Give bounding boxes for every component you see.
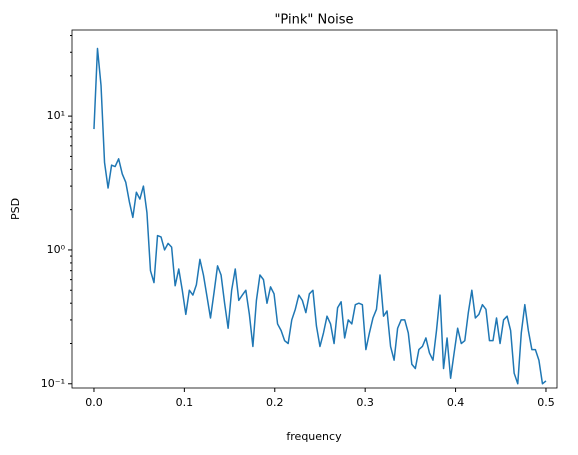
x-tick-label: 0.4: [447, 396, 465, 409]
chart-title: "Pink" Noise: [274, 13, 353, 28]
x-tick-label: 0.3: [356, 396, 374, 409]
x-tick-label: 0.5: [537, 396, 555, 409]
data-line: [93, 47, 547, 385]
axes-frame: [71, 29, 558, 389]
x-tick-label: 0.0: [85, 396, 103, 409]
y-tick-label: 10⁻¹: [41, 377, 65, 390]
x-tick-label: 0.2: [266, 396, 284, 409]
x-axis-label: frequency: [286, 430, 342, 443]
y-tick-label: 10¹: [47, 109, 65, 122]
x-tick-label: 0.1: [176, 396, 194, 409]
y-tick-label: 10⁰: [47, 243, 66, 256]
y-axis-label: PSD: [9, 198, 22, 220]
